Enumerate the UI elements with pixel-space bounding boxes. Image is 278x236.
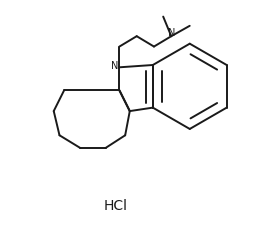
Text: HCl: HCl: [104, 198, 128, 213]
Text: N: N: [111, 61, 118, 71]
Text: N: N: [168, 28, 175, 38]
